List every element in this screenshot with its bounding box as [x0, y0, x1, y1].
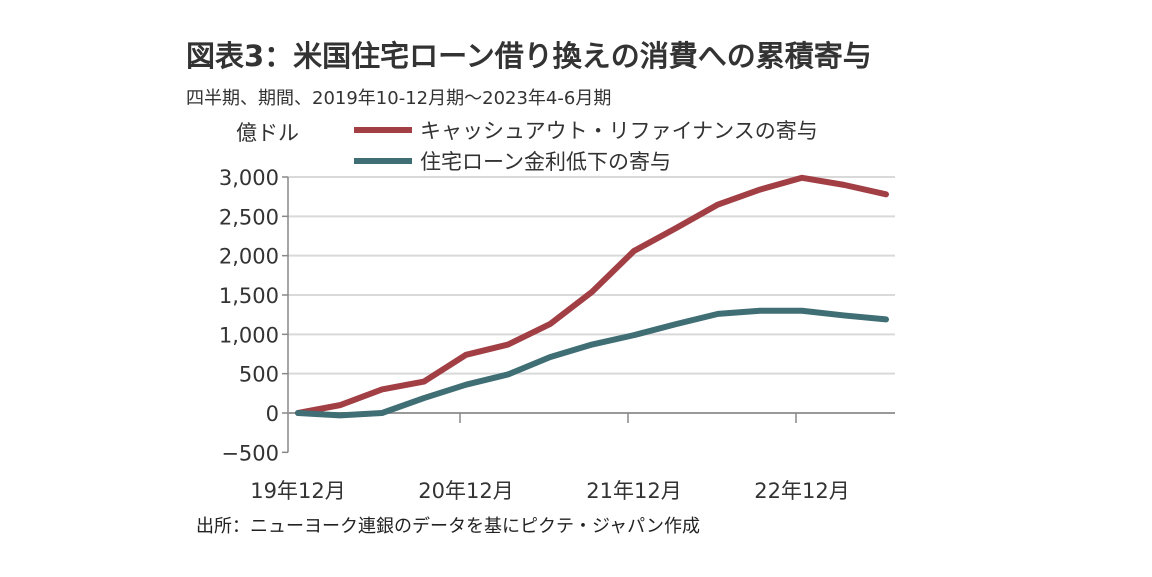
- legend-label-rate: 住宅ローン金利低下の寄与: [420, 150, 671, 174]
- x-tick-label: 19年12月: [250, 479, 345, 503]
- y-tick-label: 2,000: [219, 245, 279, 269]
- x-tick-label: 22年12月: [754, 479, 849, 503]
- y-tick-label: 0: [266, 402, 279, 426]
- y-tick-label: 500: [239, 363, 279, 387]
- legend-label-cashout: キャッシュアウト・リファイナンスの寄与: [420, 119, 818, 143]
- chart-title: 図表3：米国住宅ローン借り換えの消費への累積寄与: [186, 39, 872, 73]
- chart-subtitle: 四半期、期間、2019年10-12月期～2023年4-6月期: [186, 88, 611, 109]
- y-tick-label: 2,500: [219, 205, 279, 229]
- y-tick-label: 1,500: [219, 284, 279, 308]
- y-axis-unit: 億ドル: [236, 121, 299, 145]
- y-axis: 3,000 2,500 2,000 1,500 1,000 500 0 −500: [219, 166, 289, 465]
- y-tick-label: 3,000: [219, 166, 279, 190]
- x-tick-label: 20年12月: [418, 479, 513, 503]
- series-lines: [295, 174, 889, 419]
- y-tick-label: −500: [221, 441, 279, 465]
- y-tick-label: 1,000: [219, 323, 279, 347]
- series-line-rate: [295, 307, 889, 419]
- source-note: 出所：ニューヨーク連銀のデータを基にピクテ・ジャパン作成: [196, 516, 700, 537]
- x-tick-label: 21年12月: [586, 479, 681, 503]
- x-axis: 19年12月 20年12月 21年12月 22年12月: [250, 412, 895, 503]
